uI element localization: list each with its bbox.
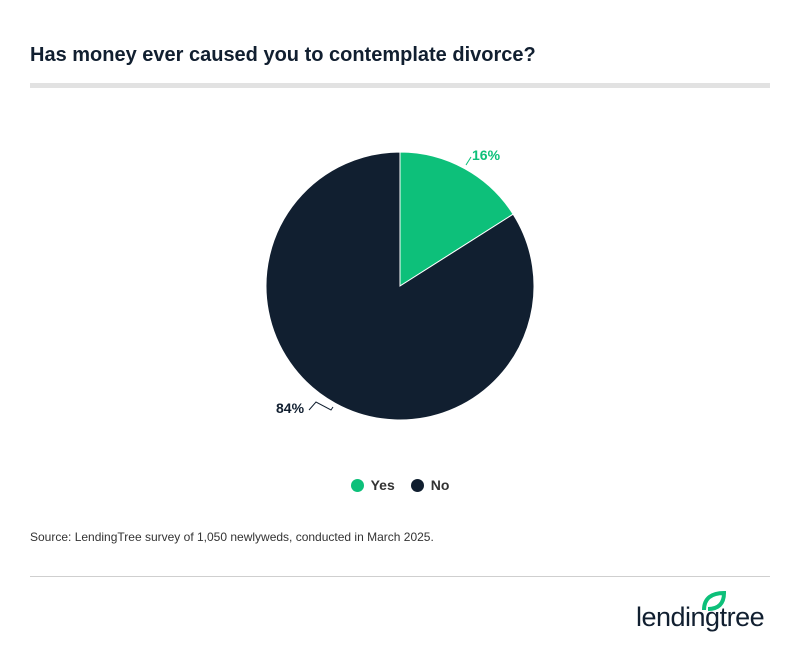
data-label-yes: 16% bbox=[472, 147, 501, 163]
source-note: Source: LendingTree survey of 1,050 newl… bbox=[30, 530, 434, 544]
pie-slice-yes[interactable] bbox=[399, 151, 514, 287]
footer-divider bbox=[30, 576, 770, 577]
lendingtree-logo: lendingtree bbox=[636, 590, 776, 632]
leader-line-no bbox=[308, 401, 334, 411]
leaf-icon bbox=[702, 590, 727, 611]
chart-title: Has money ever caused you to contemplate… bbox=[30, 44, 536, 66]
legend-swatch-yes bbox=[350, 478, 364, 492]
legend-item-yes[interactable]: Yes bbox=[350, 477, 395, 493]
legend: Yes No bbox=[0, 477, 800, 493]
legend-label-no: No bbox=[430, 477, 450, 493]
data-label-no: 84% bbox=[276, 400, 305, 416]
logo-wordmark: lendingtree bbox=[636, 602, 765, 632]
pie-slice-no[interactable] bbox=[265, 151, 535, 421]
legend-label-yes: Yes bbox=[370, 477, 395, 493]
legend-swatch-no bbox=[410, 478, 424, 492]
legend-item-no[interactable]: No bbox=[410, 477, 450, 493]
title-divider bbox=[30, 83, 770, 88]
leader-line-yes bbox=[465, 156, 472, 166]
